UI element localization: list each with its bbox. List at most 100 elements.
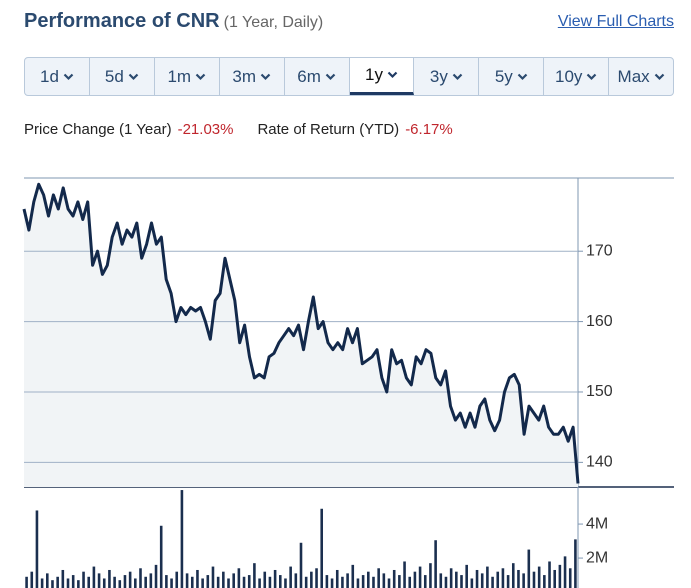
range-tabs: 1d 5d 1m 3m 6m 1y 3y 5y 10y Max [24,57,674,96]
y-tick-label: 160 [586,313,613,330]
volume-bar [465,564,468,588]
volume-bar [341,576,344,588]
volume-bar [568,568,572,588]
chevron-stroke [260,73,271,80]
range-tab[interactable]: 6m [285,58,350,95]
volume-bar [51,580,54,588]
range-tab[interactable]: 1d [25,58,90,95]
y-tick-label: 140 [586,454,613,471]
volume-bar [543,575,546,588]
volume-bar [108,569,111,588]
volume-bar [273,569,277,588]
chevron-stroke [452,73,463,80]
volume-bar [102,578,106,588]
volume-bar [408,576,412,588]
range-tab[interactable]: 3y [414,58,480,95]
volume-bar [258,578,261,588]
volume-bar [563,556,567,588]
volume-bar [299,542,303,588]
volume-bar [170,578,173,588]
volume-bar [532,571,536,588]
chevron [128,73,139,80]
range-tab[interactable]: 3m [220,58,285,95]
volume-bar [206,575,210,588]
volume-bar [92,566,96,588]
volume-bar [330,578,334,588]
volume-bar [320,508,324,588]
volume-bar [470,578,474,588]
chevron-stroke [387,71,398,79]
tab-label: 3m [232,66,256,86]
volume-bar [144,576,147,588]
tab-label: 5y [494,66,513,86]
volume-bar [66,578,70,588]
volume-bar [413,571,417,588]
volume-bar [139,568,142,588]
tab-label: 1m [167,66,192,86]
volume-bar [263,571,267,588]
volume-bar [134,578,137,588]
range-tab[interactable]: 5y [479,58,545,95]
tab-label: 3y [429,66,448,86]
volume-bar [97,573,101,588]
volume-bar [35,510,39,588]
volume-bar [247,575,251,588]
volume-bar [429,563,432,588]
full-charts-link[interactable]: View Full Charts [557,13,674,30]
range-tab[interactable]: 1m [155,58,220,95]
volume-bar [118,580,122,588]
volume-bar [325,575,329,588]
chevron [63,73,74,80]
volume-bar [335,569,339,588]
tab-label: Max [617,66,650,86]
volume-bar [123,575,127,588]
volume-bar [30,571,34,588]
volume-bar [196,569,199,588]
chevron-stroke [517,73,528,80]
volume-bar [128,571,132,588]
volume-bar [154,564,158,588]
volume-bar [149,573,153,588]
chevron [654,73,664,80]
chevron [195,73,206,80]
volume-bar [242,576,246,588]
chevron-stroke [128,73,139,80]
volume-bar [222,571,225,588]
volume-bar [496,571,500,588]
volume-bar [449,568,453,588]
volume-bar [553,569,556,588]
tab-label: 1d [39,66,59,86]
volume-bar [434,540,437,588]
range-tab[interactable]: 5d [90,58,155,95]
volume-bar [491,576,494,588]
range-tab[interactable]: 10y [544,58,610,95]
volume-bar [159,525,163,588]
volume-bar [46,573,49,588]
volume-bar [346,573,349,588]
chevron [587,73,597,80]
volume-bar [180,490,184,588]
range-tab[interactable]: Max [609,58,673,95]
volume-bar [367,571,370,588]
header-title: Performance of CNR (1 Year, Daily) [24,10,323,33]
volume-bar [304,576,308,588]
volume-bar [356,578,360,588]
volume-bar [40,578,44,588]
range-tab[interactable]: 1y [349,58,415,95]
y-tick-label: 2M [586,549,608,566]
volume-bar [77,580,80,588]
chevron-stroke [195,73,206,80]
volume-bar [310,571,313,588]
chevron-stroke [587,73,597,80]
volume-bar [227,578,230,588]
volume-bar [71,575,75,588]
volume-bar [377,568,380,588]
tab-label: 5d [104,66,124,86]
volume-bar [289,566,292,588]
volume-bar [439,573,443,588]
tab-label: 10y [554,66,583,86]
volume-bar [418,566,422,588]
volume-bar [574,539,577,588]
volume-bar [87,576,91,588]
